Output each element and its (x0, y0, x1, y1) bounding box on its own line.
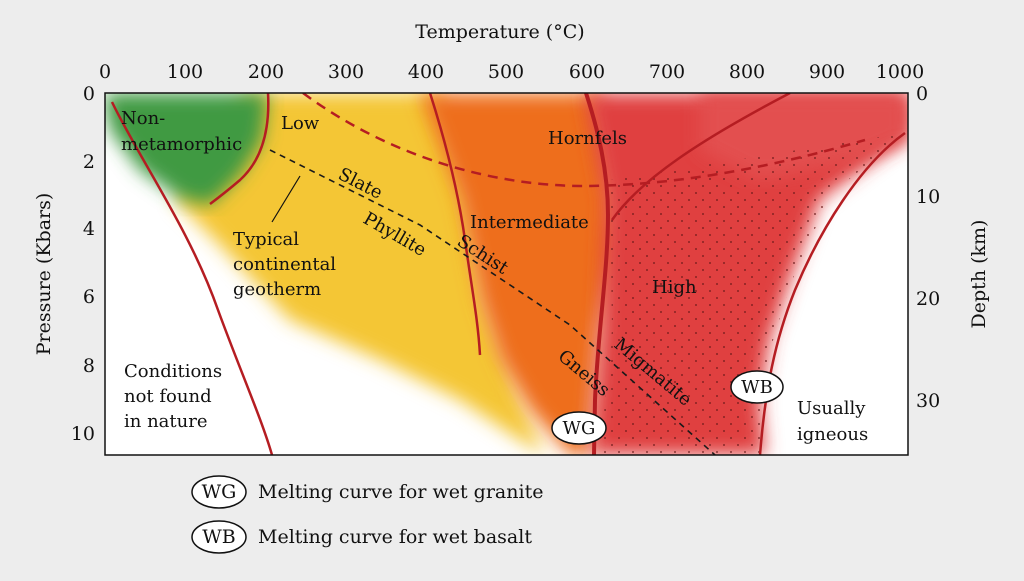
pressure-tick: 6 (83, 286, 95, 308)
depth-tick: 20 (916, 288, 940, 310)
label-low: Low (281, 113, 320, 134)
label-geotherm-3: geotherm (233, 279, 321, 300)
temperature-tick: 400 (408, 61, 444, 83)
wb-marker-text: WB (741, 377, 773, 398)
pressure-tick-labels: 0 2 4 6 8 10 (71, 83, 95, 445)
wg-marker-text: WG (563, 418, 596, 439)
temperature-tick: 100 (167, 61, 203, 83)
label-igneous-1: Usually (797, 398, 866, 419)
wg-marker: WG (551, 411, 607, 445)
curve-low-boundary (209, 93, 270, 205)
legend-item-wb: WB Melting curve for wet basalt (191, 520, 532, 554)
depth-tick: 30 (916, 390, 940, 412)
left-axis-title: Pressure (Kbars) (33, 193, 55, 356)
wb-marker: WB (730, 370, 784, 404)
label-hornfels: Hornfels (548, 128, 627, 149)
legend-wb-text: Melting curve for wet basalt (258, 526, 532, 548)
top-axis-title: Temperature (°C) (415, 21, 584, 43)
label-not-found-3: in nature (124, 411, 207, 432)
curves (110, 93, 906, 455)
label-igneous-2: igneous (797, 424, 868, 445)
zone-high-dots (600, 133, 905, 455)
depth-tick: 10 (916, 186, 940, 208)
legend-item-wg: WG Melting curve for wet granite (191, 475, 543, 509)
curve-intermediate-boundary (428, 93, 482, 356)
pressure-tick: 8 (83, 355, 95, 377)
pressure-tick: 2 (83, 151, 95, 173)
geotherm-pointer (271, 175, 301, 223)
right-axis-title: Depth (km) (968, 220, 990, 329)
label-not-found-1: Conditions (124, 361, 222, 382)
label-geotherm-1: Typical (233, 229, 299, 250)
temperature-tick: 600 (569, 61, 605, 83)
curve-wet-granite (584, 93, 611, 455)
temperature-tick: 700 (649, 61, 685, 83)
label-not-found-2: not found (124, 386, 212, 407)
zone-intermediate-grade (420, 93, 618, 455)
pressure-tick: 10 (71, 423, 95, 445)
facies-zones (105, 93, 908, 455)
temperature-tick: 0 (99, 61, 111, 83)
plot-frame (104, 92, 909, 456)
temperature-tick: 800 (729, 61, 765, 83)
label-high: High (652, 277, 697, 298)
label-intermediate: Intermediate (470, 212, 589, 233)
temperature-tick: 1000 (876, 61, 924, 83)
temperature-tick: 900 (809, 61, 845, 83)
depth-tick-labels: 0 10 20 30 (916, 83, 940, 412)
temperature-tick: 500 (488, 61, 524, 83)
temperature-tick-labels: 0 100 200 300 400 500 600 700 800 900 10… (99, 61, 924, 83)
label-geotherm-2: continental (233, 254, 336, 275)
zone-nonmetamorphic (105, 93, 268, 205)
pressure-tick: 0 (83, 83, 95, 105)
curve-geotherm (269, 149, 716, 455)
label-nonmetamorphic-1: Non- (121, 108, 165, 129)
curve-lower-limit (110, 101, 274, 455)
zone-low-grade (175, 93, 545, 455)
pressure-tick: 4 (83, 218, 95, 240)
legend-wg-text: Melting curve for wet granite (258, 481, 543, 503)
legend-wg-marker: WG (202, 481, 237, 503)
temperature-tick: 300 (328, 61, 364, 83)
temperature-tick: 200 (248, 61, 284, 83)
curve-granite-branch (610, 93, 791, 221)
legend: WG Melting curve for wet granite WB Melt… (191, 475, 543, 554)
legend-wb-marker: WB (202, 526, 236, 548)
curve-hornfels-dashed (302, 93, 866, 188)
depth-tick: 0 (916, 83, 928, 105)
label-nonmetamorphic-2: metamorphic (121, 134, 242, 155)
